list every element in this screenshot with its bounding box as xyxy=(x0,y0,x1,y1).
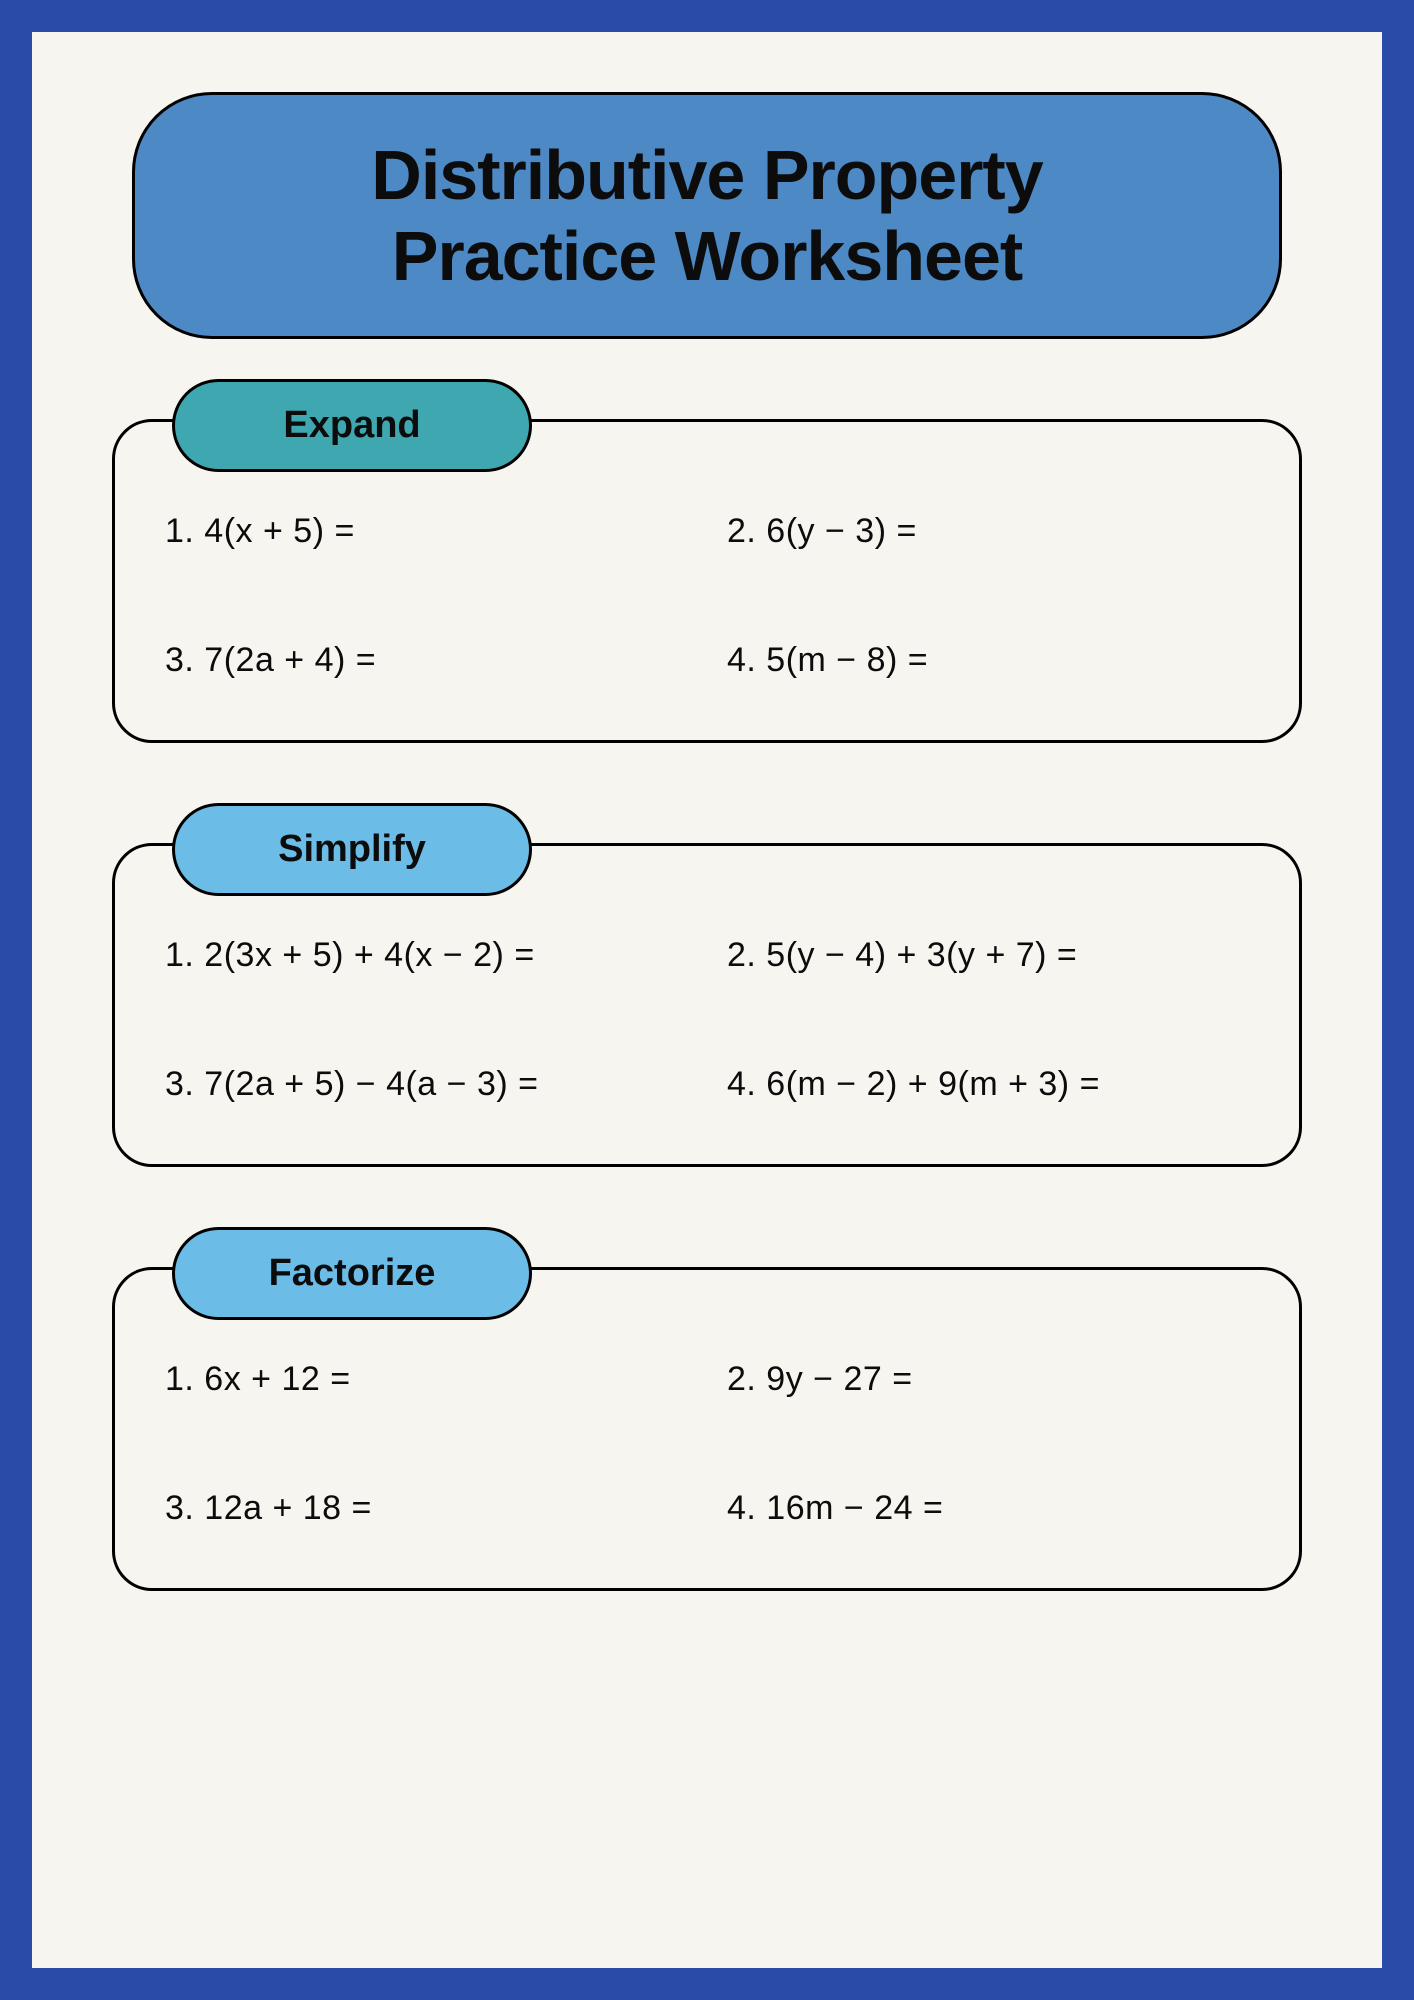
problem-item: 1. 6x + 12 = xyxy=(165,1360,687,1399)
worksheet-title: Distributive Property Practice Worksheet xyxy=(195,135,1219,296)
problem-item: 3. 12a + 18 = xyxy=(165,1489,687,1528)
section-label-expand: Expand xyxy=(172,379,532,472)
section-simplify: Simplify 1. 2(3x + 5) + 4(x − 2) = 2. 5(… xyxy=(112,843,1302,1167)
worksheet-page: Distributive Property Practice Worksheet… xyxy=(32,32,1382,1968)
problem-item: 4. 5(m − 8) = xyxy=(727,641,1249,680)
title-pill: Distributive Property Practice Worksheet xyxy=(132,92,1282,339)
section-expand: Expand 1. 4(x + 5) = 2. 6(y − 3) = 3. 7(… xyxy=(112,419,1302,743)
problem-item: 1. 4(x + 5) = xyxy=(165,512,687,551)
section-label-simplify: Simplify xyxy=(172,803,532,896)
title-line-1: Distributive Property xyxy=(371,136,1042,214)
problems-grid-expand: 1. 4(x + 5) = 2. 6(y − 3) = 3. 7(2a + 4)… xyxy=(165,512,1249,680)
problem-item: 3. 7(2a + 5) − 4(a − 3) = xyxy=(165,1065,687,1104)
problem-item: 2. 5(y − 4) + 3(y + 7) = xyxy=(727,936,1249,975)
problem-item: 2. 6(y − 3) = xyxy=(727,512,1249,551)
problem-item: 1. 2(3x + 5) + 4(x − 2) = xyxy=(165,936,687,975)
problem-item: 4. 16m − 24 = xyxy=(727,1489,1249,1528)
problem-item: 4. 6(m − 2) + 9(m + 3) = xyxy=(727,1065,1249,1104)
problem-item: 2. 9y − 27 = xyxy=(727,1360,1249,1399)
section-label-factorize: Factorize xyxy=(172,1227,532,1320)
problem-item: 3. 7(2a + 4) = xyxy=(165,641,687,680)
problems-grid-simplify: 1. 2(3x + 5) + 4(x − 2) = 2. 5(y − 4) + … xyxy=(165,936,1249,1104)
title-line-2: Practice Worksheet xyxy=(392,217,1022,295)
problems-grid-factorize: 1. 6x + 12 = 2. 9y − 27 = 3. 12a + 18 = … xyxy=(165,1360,1249,1528)
section-factorize: Factorize 1. 6x + 12 = 2. 9y − 27 = 3. 1… xyxy=(112,1267,1302,1591)
